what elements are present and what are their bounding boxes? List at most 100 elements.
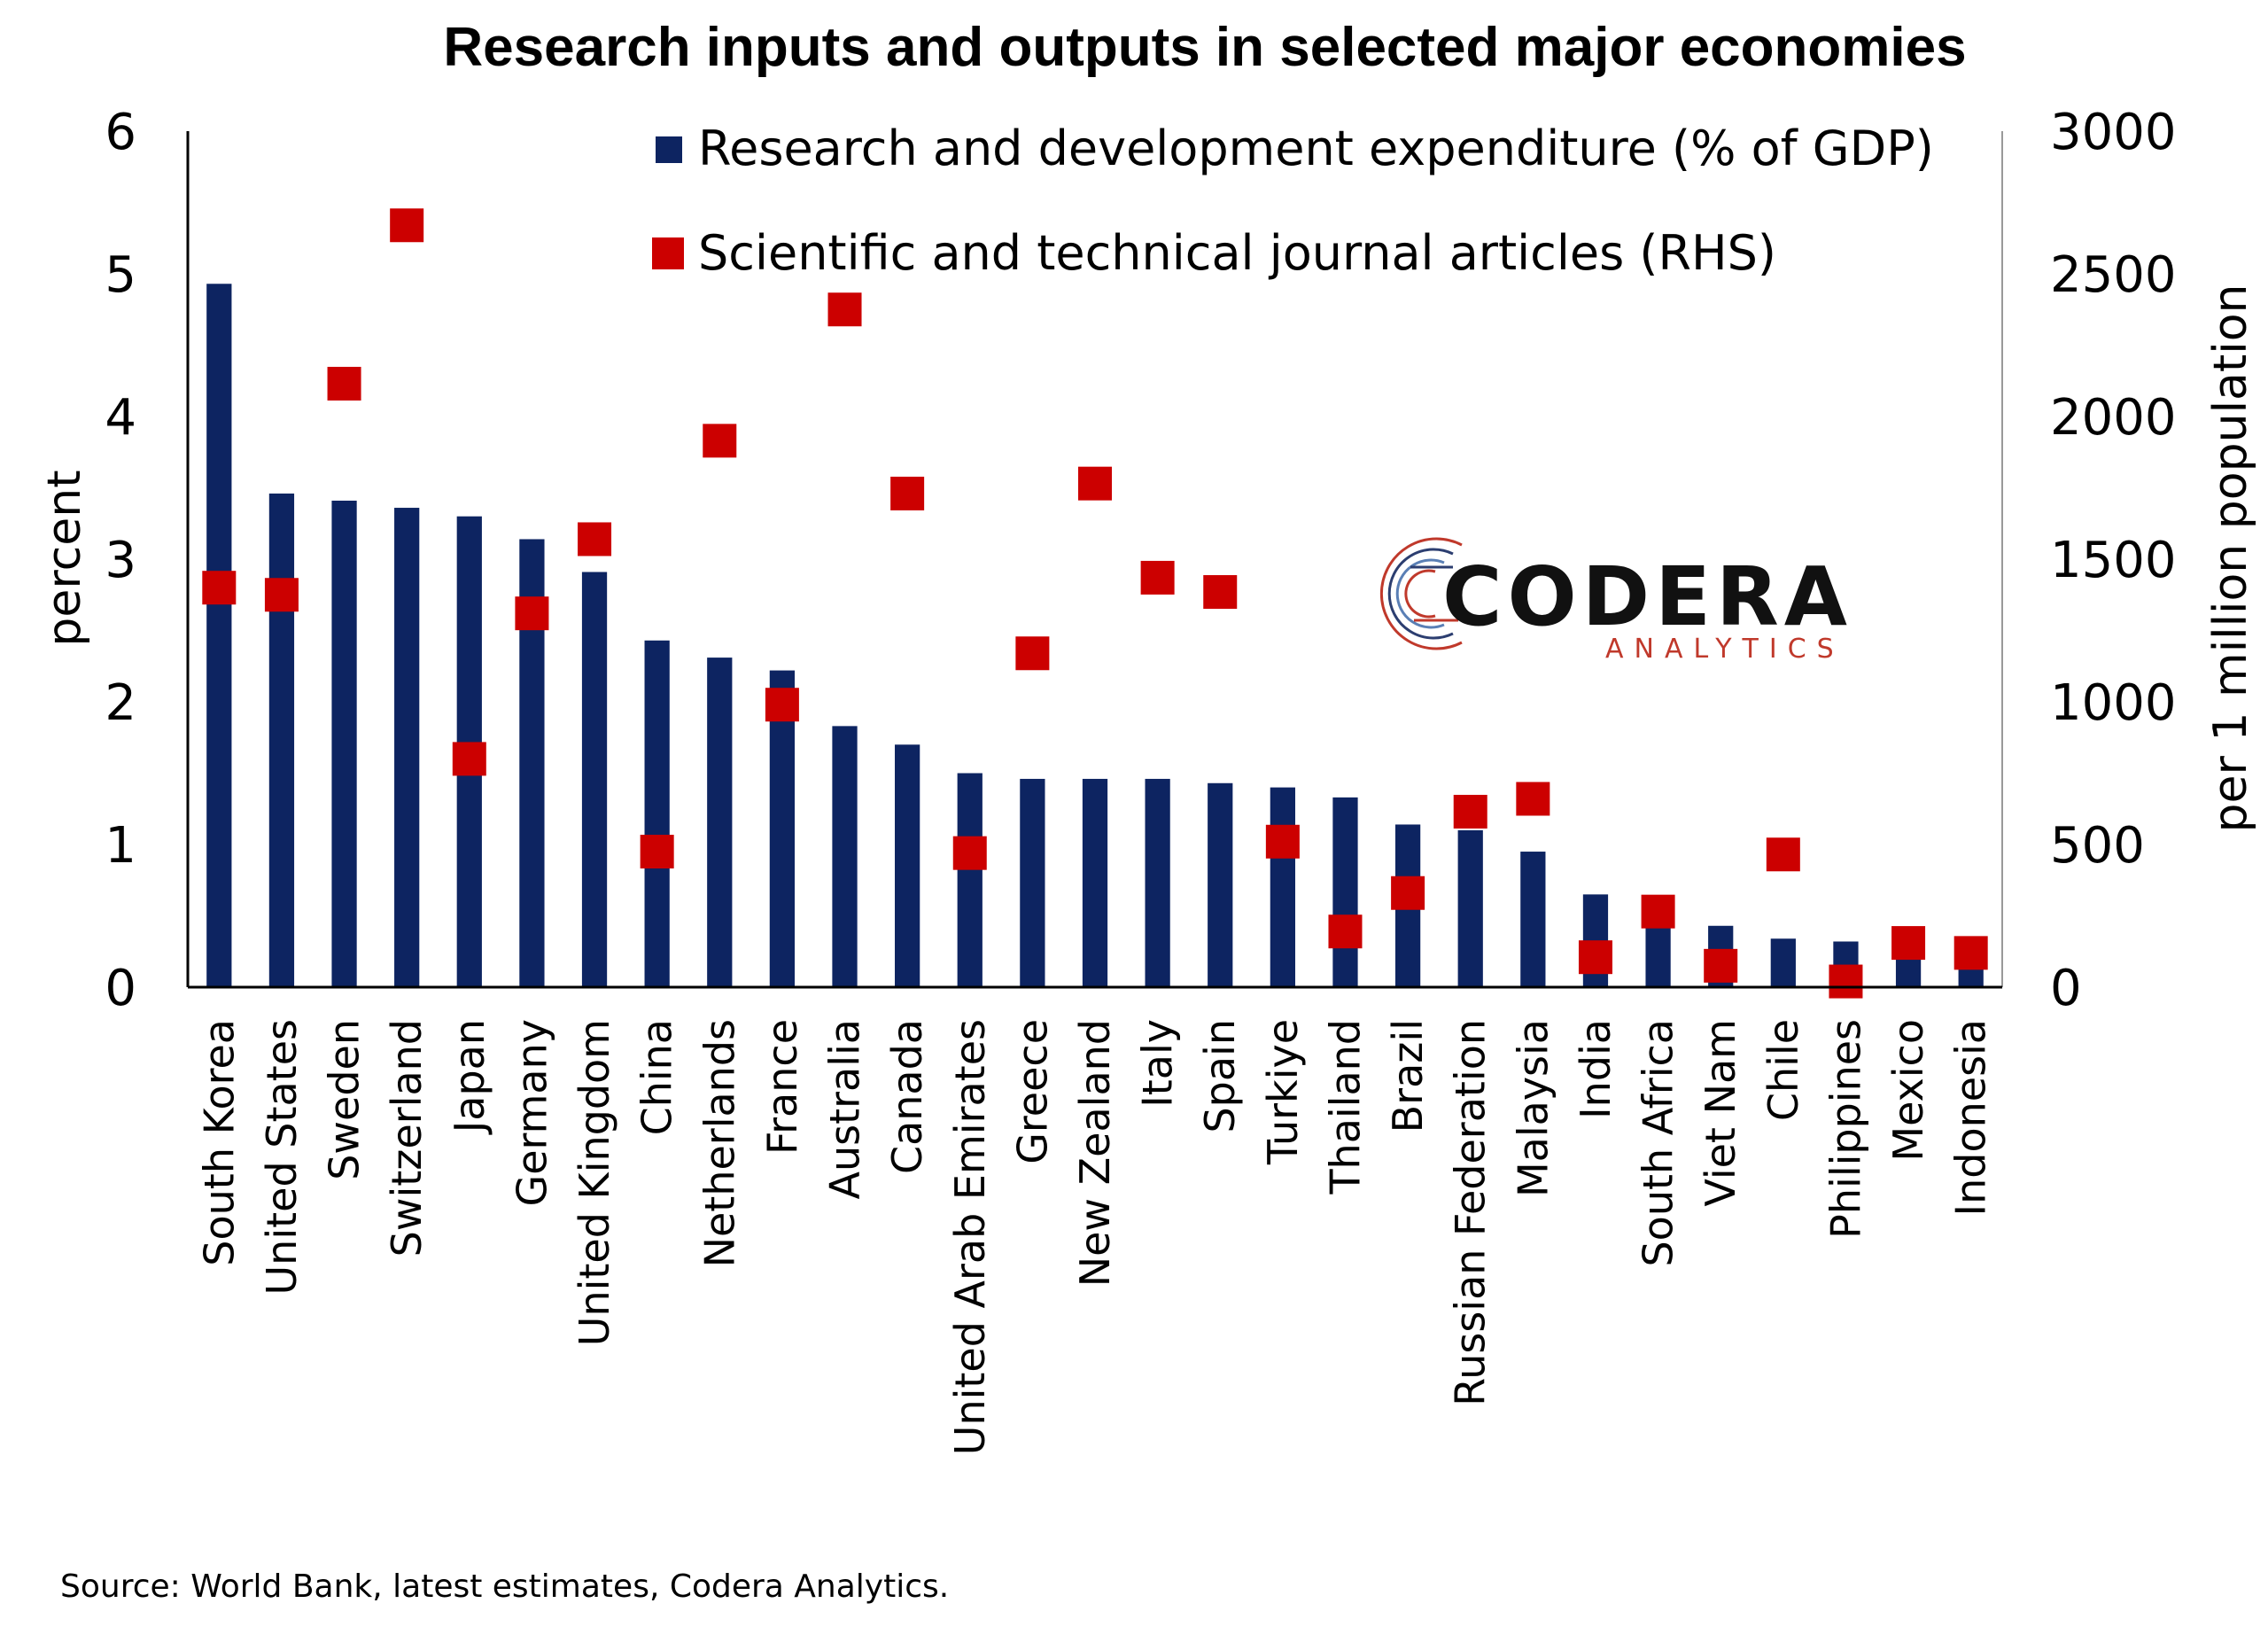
legend-swatch-points: [652, 237, 684, 269]
category-label: Switzerland: [383, 1019, 431, 1257]
source-note: Source: World Bank, latest estimates, Co…: [60, 1568, 949, 1605]
point: [1265, 824, 1300, 859]
points-layer: [202, 208, 1988, 999]
bar: [331, 500, 357, 987]
point: [1641, 894, 1675, 929]
logo-tagline: ANALYTICS: [1605, 634, 1845, 665]
y2-tick-label: 2000: [2050, 389, 2177, 447]
point: [452, 742, 486, 776]
category-label: Philippines: [1821, 1019, 1869, 1239]
category-label: United States: [258, 1019, 306, 1296]
point: [1078, 466, 1112, 501]
category-label: Canada: [883, 1019, 931, 1174]
point: [703, 424, 737, 458]
bar: [957, 773, 983, 987]
point: [578, 522, 612, 556]
point: [1453, 794, 1487, 829]
bar: [769, 670, 796, 987]
category-label: Japan: [446, 1019, 493, 1135]
point: [264, 578, 299, 612]
category-label: Viet Nam: [1697, 1019, 1744, 1207]
point: [1391, 876, 1425, 910]
category-label: China: [633, 1019, 681, 1135]
legend-label-bars: Research and development expenditure (% …: [698, 121, 1934, 176]
category-label: United Arab Emirates: [946, 1019, 994, 1455]
point: [827, 292, 862, 327]
category-label: South Korea: [195, 1019, 243, 1266]
point: [390, 208, 424, 243]
category-label: Spain: [1196, 1019, 1244, 1133]
point: [1704, 948, 1738, 983]
category-label: Thailand: [1321, 1019, 1369, 1195]
point: [640, 835, 674, 869]
point: [1203, 575, 1238, 610]
y2-tick-label: 1500: [2050, 532, 2177, 589]
y-tick-label: 6: [105, 104, 136, 161]
y-tick-label: 0: [105, 960, 136, 1017]
bar: [206, 284, 232, 987]
category-label: Germany: [508, 1019, 555, 1206]
category-label: Australia: [821, 1019, 869, 1199]
point: [202, 571, 237, 605]
point: [1766, 837, 1800, 872]
bar: [1082, 778, 1108, 987]
point: [515, 596, 549, 631]
point: [1578, 940, 1612, 975]
point: [1829, 964, 1863, 999]
category-label: Russian Federation: [1447, 1019, 1495, 1406]
point: [1015, 636, 1050, 671]
legend-label-points: Scientific and technical journal article…: [698, 225, 1776, 281]
y-tick-label: 5: [105, 246, 136, 304]
point: [1891, 926, 1926, 961]
category-label: United Kingdom: [571, 1019, 618, 1346]
y2-tick-label: 2500: [2050, 246, 2177, 304]
category-label: Italy: [1134, 1019, 1182, 1108]
legend-swatch-bars: [656, 136, 682, 163]
category-label: Greece: [1008, 1019, 1056, 1164]
y2-tick-label: 3000: [2050, 104, 2177, 161]
chart-title: Research inputs and outputs in selected …: [443, 17, 1966, 78]
tick-labels: 0 1 2 3 4 5 6 0 500 1000 1500 2000 2500 3000: [105, 104, 2176, 1017]
category-labels: South Korea United States Sweden Switzerlan…: [195, 1019, 1994, 1455]
y-tick-label: 2: [105, 674, 136, 732]
bar: [1520, 852, 1546, 987]
category-label: Turkiye: [1259, 1019, 1307, 1165]
y2-tick-label: 1000: [2050, 674, 2177, 732]
bar: [268, 493, 295, 987]
category-label: Malaysia: [1509, 1019, 1557, 1197]
bar: [1208, 782, 1233, 987]
bar: [895, 744, 920, 987]
logo-mark-icon: [1379, 537, 1463, 650]
bar: [1020, 778, 1045, 987]
y-tick-label: 3: [105, 532, 136, 589]
point: [1953, 936, 1988, 970]
category-label: Netherlands: [695, 1019, 743, 1267]
category-label: New Zealand: [1071, 1019, 1119, 1287]
bar: [1332, 797, 1358, 987]
bar: [394, 508, 420, 987]
y2-tick-label: 0: [2050, 960, 2082, 1017]
bar: [1270, 787, 1295, 987]
bar: [581, 572, 608, 987]
bar: [707, 658, 733, 987]
category-label: France: [758, 1019, 806, 1155]
category-label: Indonesia: [1947, 1019, 1995, 1216]
y-tick-label: 1: [105, 817, 136, 875]
axes-layer: [186, 131, 2003, 989]
point: [952, 836, 987, 870]
point: [765, 688, 799, 722]
bar: [1145, 778, 1170, 987]
point: [1140, 560, 1175, 595]
category-label: Mexico: [1884, 1019, 1932, 1162]
category-label: Brazil: [1384, 1019, 1432, 1132]
y2-axis-title: per 1 million population: [2204, 284, 2257, 833]
y-tick-label: 4: [105, 389, 136, 447]
category-label: South Africa: [1635, 1019, 1682, 1267]
y-axis-title: percent: [38, 470, 91, 646]
bar: [1457, 829, 1483, 987]
point: [1328, 915, 1363, 949]
legend: Research and development expenditure (% …: [652, 121, 1934, 281]
bar: [1770, 938, 1796, 987]
category-label: Chile: [1759, 1019, 1807, 1121]
